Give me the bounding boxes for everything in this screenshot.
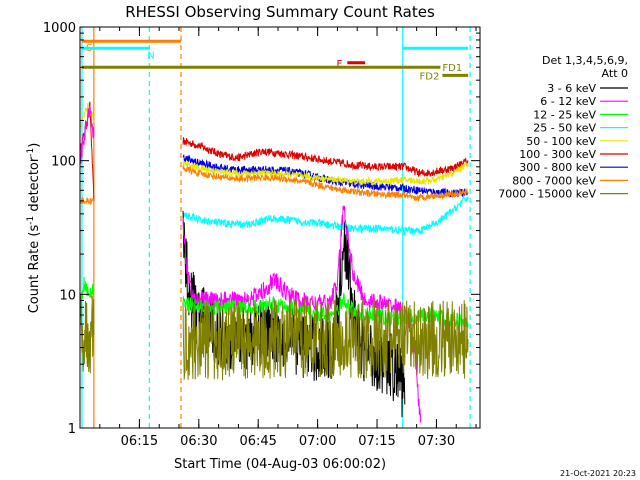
detector-info-line2: Att 0: [602, 67, 628, 80]
legend-label-5: 100 - 300 keV: [519, 148, 596, 161]
x-tick-label: 06:30: [180, 434, 217, 449]
series-800-7000-kev-seg1: [182, 165, 469, 202]
flag-label-f: F: [337, 59, 343, 70]
observing-flags: SNFFD1FD2: [81, 39, 469, 82]
series-7000-15000-kev-seg1: [182, 297, 469, 381]
flag-label-fd2: FD2: [420, 71, 440, 82]
series-50-100-kev-seg1: [182, 160, 469, 186]
x-tick-label: 06:45: [239, 434, 276, 449]
y-tick-label: 1: [68, 422, 76, 437]
x-tick-label: 07:00: [299, 434, 336, 449]
x-axis-label: Start Time (04-Aug-03 06:00:02): [174, 457, 386, 472]
x-tick-label: 07:30: [418, 434, 455, 449]
flag-label-fd1: FD1: [442, 63, 462, 74]
detector-info-line1: Det 1,3,4,5,6,9,: [542, 54, 628, 67]
y-axis-label: Count Rate (s-1 detector-1): [26, 143, 42, 314]
legend-label-0: 3 - 6 keV: [547, 82, 596, 95]
series-6-12-kev-seg0: [79, 104, 95, 164]
series-25-50-kev-seg0: [182, 195, 469, 236]
legend-label-3: 25 - 50 keV: [533, 122, 596, 135]
legend-label-7: 800 - 7000 keV: [512, 174, 596, 187]
legend-label-8: 7000 - 15000 keV: [498, 188, 596, 201]
series-100-300-kev-seg1: [182, 136, 469, 178]
y-tick-label: 10: [59, 288, 76, 303]
series-800-7000-kev-seg0: [79, 196, 95, 206]
legend-label-6: 300 - 800 keV: [519, 161, 596, 174]
legend-label-2: 12 - 25 keV: [533, 108, 596, 121]
y-tick-label: 1000: [43, 21, 76, 36]
axes: 1 10 100 1000 06:15 06:30 06:45 07:00 07:15 07:30: [43, 21, 481, 449]
series-300-800-kev-seg0: [182, 153, 469, 199]
series-7000-15000-kev-seg0: [79, 295, 95, 374]
timestamp: 21-Oct-2021 20:23: [560, 469, 636, 478]
series-12-25-kev-seg0: [79, 276, 95, 307]
plot-frame: [79, 26, 481, 429]
flag-label-n: N: [147, 50, 154, 61]
series-layer: [79, 101, 469, 423]
chart-title: RHESSI Observing Summary Count Rates: [125, 3, 435, 21]
x-tick-label: 07:15: [358, 434, 395, 449]
y-tick-label: 100: [51, 155, 76, 170]
legend-label-1: 6 - 12 keV: [540, 95, 596, 108]
legend-label-4: 50 - 100 keV: [526, 135, 596, 148]
x-tick-label: 06:15: [121, 434, 158, 449]
